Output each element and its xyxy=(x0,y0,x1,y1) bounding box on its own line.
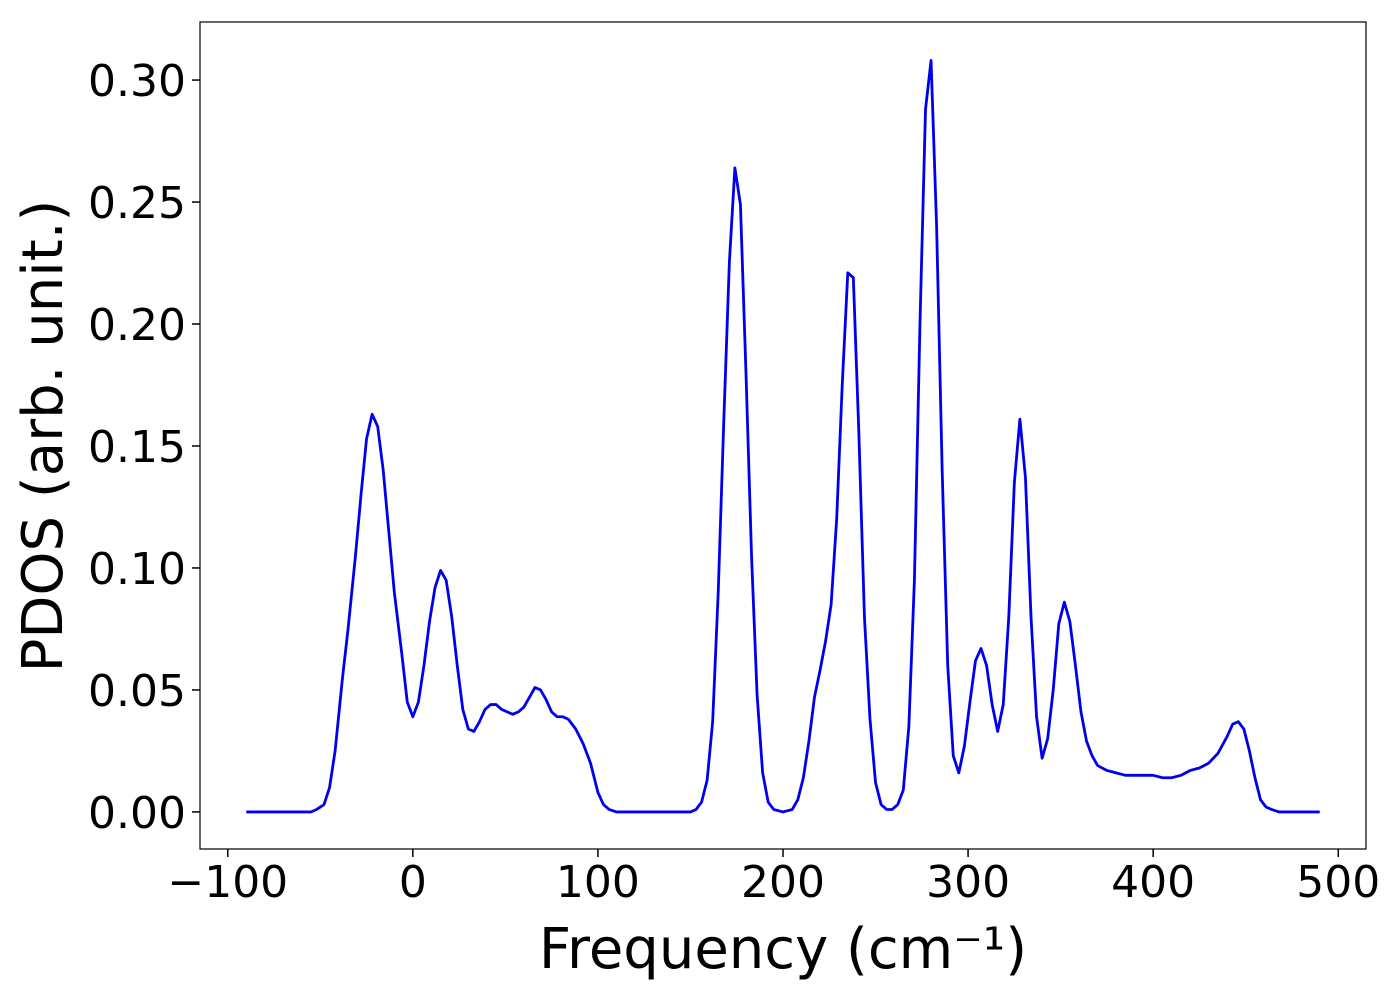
x-tick-label: 400 xyxy=(1111,857,1195,908)
data-line xyxy=(246,59,1320,814)
x-tick-label: 200 xyxy=(741,857,825,908)
y-tick-label: 0.25 xyxy=(88,178,186,229)
x-tick-label: 500 xyxy=(1296,857,1380,908)
y-tick-label: 0.30 xyxy=(88,56,186,107)
x-tick-label: −100 xyxy=(167,857,288,908)
x-tick-label: 0 xyxy=(399,857,427,908)
x-tick-label: 300 xyxy=(926,857,1010,908)
y-tick-label: 0.00 xyxy=(88,788,186,839)
plot-frame xyxy=(199,21,1367,850)
y-tick-label: 0.10 xyxy=(88,544,186,595)
y-tick-label: 0.15 xyxy=(88,422,186,473)
y-tick-label: 0.05 xyxy=(88,666,186,717)
x-tick-label: 100 xyxy=(556,857,640,908)
y-axis-label: PDOS (arb. unit.) xyxy=(11,200,76,673)
y-tick-label: 0.20 xyxy=(88,300,186,351)
x-axis-label: Frequency (cm⁻¹) xyxy=(539,917,1027,982)
